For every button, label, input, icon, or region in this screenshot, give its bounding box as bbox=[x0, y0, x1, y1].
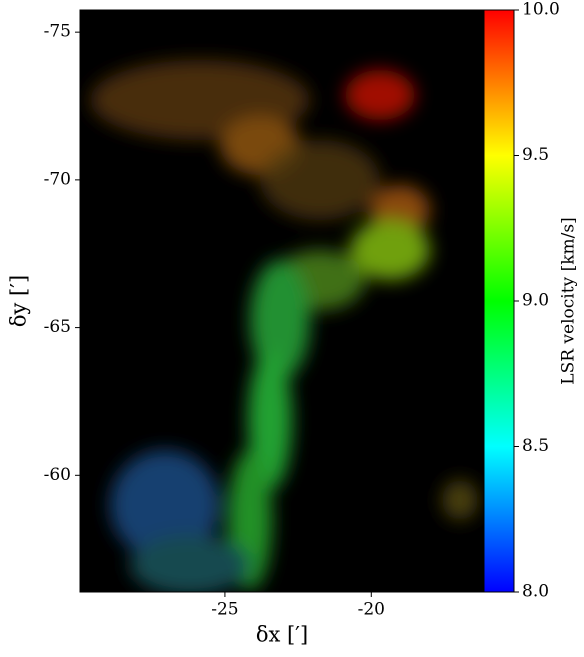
colorbar-tick-label: 9.5 bbox=[522, 145, 549, 165]
colorbar-tick-label: 9.0 bbox=[522, 291, 549, 311]
colorbar-tick-label: 8.0 bbox=[522, 582, 549, 602]
colorbar-label: LSR velocity [km/s] bbox=[559, 217, 579, 384]
colorbar bbox=[483, 9, 515, 593]
y-tick-label: -65 bbox=[44, 317, 71, 337]
intensity-map bbox=[90, 60, 478, 592]
colorbar-tick-label: 8.5 bbox=[522, 436, 549, 456]
y-tick-label: -75 bbox=[44, 22, 71, 42]
x-axis-label: δx [′] bbox=[256, 623, 308, 647]
colorbar-tick-label: 10.0 bbox=[522, 0, 560, 20]
y-tick-label: -70 bbox=[44, 169, 71, 189]
x-tick-label: -20 bbox=[358, 600, 385, 620]
y-tick-label: -60 bbox=[44, 465, 71, 485]
x-tick-label: -25 bbox=[211, 600, 238, 620]
y-axis-label: δy [′] bbox=[7, 275, 31, 327]
